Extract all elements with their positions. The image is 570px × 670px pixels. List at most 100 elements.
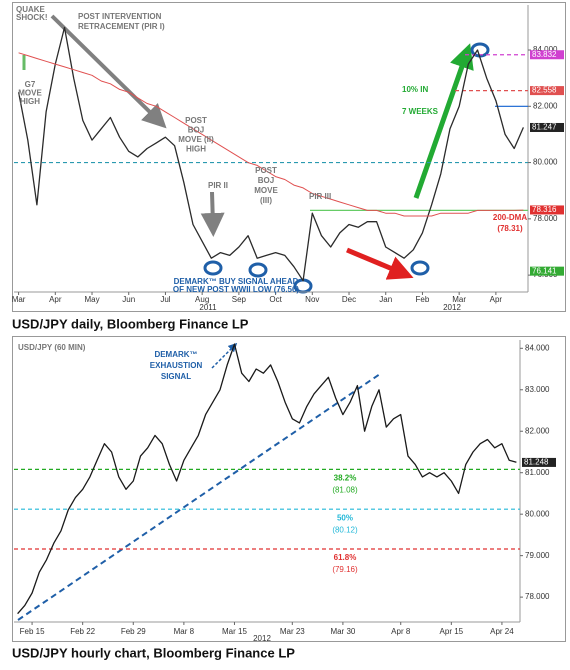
annotation: 10% IN bbox=[402, 85, 428, 94]
circle bbox=[248, 262, 268, 278]
hourly-frame bbox=[12, 336, 566, 642]
annotation: (78.31) bbox=[497, 224, 523, 233]
x-tick-label: Nov bbox=[305, 295, 319, 304]
level-name: 38.2% bbox=[334, 473, 357, 482]
y-tick-label: 80.000 bbox=[533, 158, 558, 167]
x-tick-label: Apr 24 bbox=[490, 627, 514, 636]
annotation: PIR II bbox=[208, 181, 228, 190]
x-tick-label: Mar bbox=[12, 295, 26, 304]
y-tick-label: 82.000 bbox=[525, 426, 550, 435]
y-tick-label: 78.000 bbox=[533, 214, 558, 223]
price-tag-label: 81.248 bbox=[524, 458, 549, 467]
annotation: BOJ bbox=[188, 126, 204, 135]
price-tag-label: 76.141 bbox=[532, 266, 557, 275]
x-tick-label: Apr bbox=[490, 295, 503, 304]
price-tag bbox=[530, 86, 564, 96]
level-value-label: (79.16) bbox=[332, 565, 358, 574]
price-tag bbox=[530, 266, 564, 276]
daily-frame bbox=[12, 2, 566, 312]
chart-title: USD/JPY (60 MIN) bbox=[18, 343, 86, 352]
x-tick-label: Jan bbox=[379, 295, 392, 304]
x-tick-label: Mar 8 bbox=[174, 627, 195, 636]
year-label: 2011 bbox=[199, 303, 217, 312]
annotation: G7 bbox=[25, 80, 36, 89]
annotation: 200-DMA bbox=[493, 213, 527, 222]
x-tick-label: Apr 15 bbox=[440, 627, 464, 636]
arrow bbox=[50, 14, 167, 129]
annotation: EXHAUSTION bbox=[150, 361, 203, 370]
annotation: HIGH bbox=[20, 97, 40, 106]
annotation: PIR III bbox=[309, 192, 331, 201]
annotation: POST INTERVENTION bbox=[78, 12, 162, 21]
x-tick-label: Dec bbox=[342, 295, 356, 304]
y-tick-label: 78.000 bbox=[525, 592, 550, 601]
annotation: RETRACEMENT (PIR I) bbox=[78, 22, 165, 31]
annotation: MOVE (II) bbox=[178, 135, 214, 144]
caption: USD/JPY hourly chart, Bloomberg Finance … bbox=[12, 645, 295, 660]
x-tick-label: Apr 8 bbox=[391, 627, 411, 636]
level-value-label: (80.12) bbox=[332, 525, 358, 534]
trend-line bbox=[17, 373, 381, 621]
annotation: SHOCK! bbox=[16, 13, 48, 22]
year-label: 2012 bbox=[253, 634, 271, 643]
x-tick-label: May bbox=[84, 295, 99, 304]
hourly-decorations bbox=[17, 342, 381, 621]
price-tag bbox=[530, 122, 564, 132]
y-tick-label: 79.000 bbox=[525, 551, 550, 560]
arrow bbox=[413, 43, 474, 199]
price-tag bbox=[530, 50, 564, 60]
annotation: OF NEW POST WWII LOW (76.56) bbox=[173, 285, 300, 294]
x-tick-label: Feb 15 bbox=[20, 627, 45, 636]
price-tag bbox=[530, 205, 564, 215]
annotation: DEMARK™ BUY SIGNAL AHEAD bbox=[174, 277, 299, 286]
circle bbox=[203, 260, 223, 276]
y-tick-label: 81.000 bbox=[525, 468, 550, 477]
x-tick-label: Jun bbox=[122, 295, 135, 304]
annotation: MOVE bbox=[254, 186, 278, 195]
level-value-label: (81.08) bbox=[332, 485, 358, 494]
price-tag-label: 83.832 bbox=[532, 50, 557, 59]
y-tick-label: 83.000 bbox=[525, 385, 550, 394]
x-tick-label: Mar 23 bbox=[280, 627, 305, 636]
arrow bbox=[346, 247, 414, 280]
y-tick-label: 84.000 bbox=[525, 343, 550, 352]
price-tag-label: 81.247 bbox=[532, 123, 557, 132]
x-tick-label: Sep bbox=[232, 295, 247, 304]
x-tick-label: Mar bbox=[452, 295, 466, 304]
y-tick-label: 82.000 bbox=[533, 101, 558, 110]
annotation: POST bbox=[255, 166, 277, 175]
x-tick-label: Feb 29 bbox=[121, 627, 146, 636]
x-tick-label: Apr bbox=[49, 295, 62, 304]
x-tick-label: Feb 22 bbox=[70, 627, 95, 636]
x-tick-label: Mar 15 bbox=[222, 627, 247, 636]
annotation: 7 WEEKS bbox=[402, 107, 439, 116]
annotation: MOVE bbox=[18, 89, 42, 98]
annotation: HIGH bbox=[186, 145, 206, 154]
x-tick-label: Mar 30 bbox=[330, 627, 355, 636]
year-label: 2012 bbox=[443, 303, 461, 312]
annotation: QUAKE bbox=[16, 5, 46, 14]
x-tick-label: Jul bbox=[160, 295, 170, 304]
price-line bbox=[17, 26, 524, 282]
price-tag-label: 82.558 bbox=[532, 86, 557, 95]
price-line bbox=[17, 343, 517, 615]
x-tick-label: Aug bbox=[195, 295, 209, 304]
x-tick-label: Feb bbox=[416, 295, 430, 304]
x-tick-label: Oct bbox=[269, 295, 282, 304]
price-tag bbox=[522, 457, 556, 467]
arrow bbox=[200, 191, 225, 237]
annotation: DEMARK™ bbox=[154, 350, 197, 359]
annotation: POST bbox=[185, 116, 207, 125]
annotation: SIGNAL bbox=[161, 372, 191, 381]
level-name: 61.8% bbox=[334, 553, 357, 562]
price-line bbox=[18, 52, 524, 217]
annotation: (III) bbox=[260, 196, 272, 205]
caption: USD/JPY daily, Bloomberg Finance LP bbox=[12, 316, 249, 331]
arrow bbox=[211, 342, 238, 369]
circle bbox=[410, 260, 430, 276]
price-tag-label: 78.316 bbox=[532, 205, 557, 214]
annotation: BOJ bbox=[258, 176, 274, 185]
y-tick-label: 80.000 bbox=[525, 509, 550, 518]
